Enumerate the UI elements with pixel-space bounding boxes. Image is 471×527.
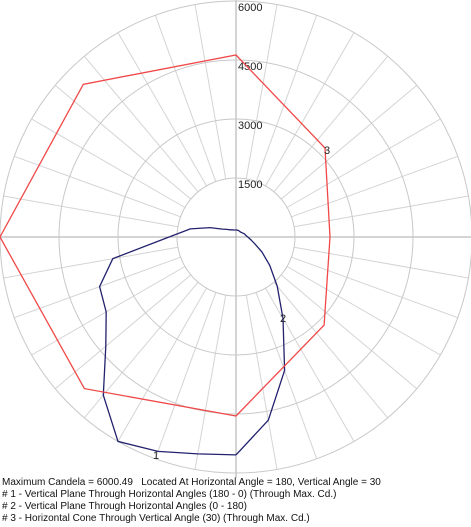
series-label: 1 bbox=[153, 450, 159, 462]
spoke bbox=[294, 246, 469, 279]
r-tick-label: 3000 bbox=[238, 120, 262, 132]
spoke bbox=[14, 256, 181, 319]
spoke bbox=[31, 118, 186, 208]
spoke bbox=[83, 55, 199, 193]
spoke bbox=[54, 84, 192, 200]
series-line bbox=[235, 229, 286, 456]
legend-entry: # 3 - Horizontal Cone Through Vertical A… bbox=[2, 513, 310, 524]
series-line bbox=[98, 226, 237, 456]
spoke bbox=[265, 287, 355, 442]
spoke bbox=[154, 292, 217, 459]
series-label: 2 bbox=[280, 313, 286, 325]
spoke bbox=[280, 274, 418, 390]
chart-title: Maximum Candela = 6000.49 Located At Hor… bbox=[2, 477, 381, 488]
spoke bbox=[255, 15, 318, 182]
spoke bbox=[255, 292, 318, 459]
grid-ring bbox=[117, 118, 355, 356]
spoke bbox=[3, 246, 178, 279]
legend-entry: # 2 - Vertical Plane Through Horizontal … bbox=[2, 501, 247, 512]
spoke bbox=[265, 32, 355, 187]
spoke bbox=[154, 15, 217, 182]
r-tick-label: 1500 bbox=[238, 179, 262, 191]
spoke bbox=[194, 295, 227, 470]
polar-chart: 1500 3000 4500 6000 1 2 3 bbox=[0, 0, 471, 478]
spoke bbox=[117, 32, 207, 187]
spoke bbox=[14, 155, 181, 218]
legend-entry: # 1 - Vertical Plane Through Horizontal … bbox=[2, 489, 337, 500]
spoke bbox=[286, 118, 441, 208]
spoke bbox=[54, 274, 192, 390]
spoke bbox=[117, 287, 207, 442]
spoke bbox=[273, 55, 389, 193]
spoke bbox=[291, 256, 458, 319]
spoke bbox=[286, 266, 441, 356]
spoke bbox=[245, 4, 278, 179]
spoke bbox=[280, 84, 418, 200]
r-tick-label: 4500 bbox=[238, 61, 262, 73]
grid-ring bbox=[0, 0, 471, 474]
grid-ring bbox=[176, 177, 296, 297]
spoke bbox=[294, 195, 469, 228]
spoke bbox=[273, 281, 389, 419]
spoke bbox=[3, 195, 178, 228]
spoke bbox=[194, 4, 227, 179]
spoke bbox=[31, 266, 186, 356]
spoke bbox=[291, 155, 458, 218]
r-tick-label: 6000 bbox=[238, 2, 262, 14]
grid-ring bbox=[58, 59, 414, 415]
series-line bbox=[0, 54, 331, 417]
series-label: 3 bbox=[324, 145, 330, 157]
spoke bbox=[245, 295, 278, 470]
